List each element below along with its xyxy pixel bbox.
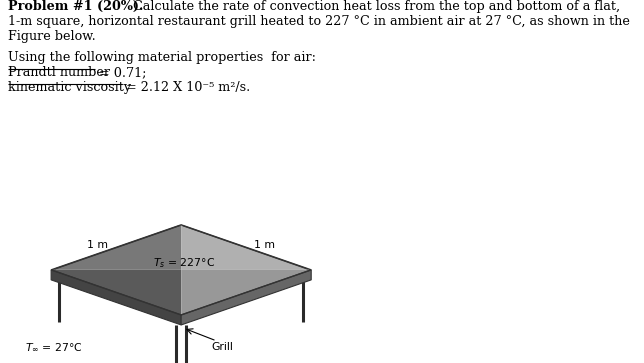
Text: Grill: Grill: [212, 342, 234, 352]
Polygon shape: [181, 270, 311, 325]
Text: Prandtl number: Prandtl number: [8, 66, 111, 79]
Polygon shape: [51, 225, 181, 270]
Text: = 0.71;: = 0.71;: [95, 66, 147, 79]
Text: Calculate the rate of convection heat loss from the top and bottom of a flat,: Calculate the rate of convection heat lo…: [129, 0, 620, 13]
Polygon shape: [51, 270, 181, 325]
Text: $T_\infty$ = 27°C: $T_\infty$ = 27°C: [24, 341, 82, 353]
Text: Figure below.: Figure below.: [8, 30, 96, 43]
Text: Using the following material properties  for air:: Using the following material properties …: [8, 51, 316, 64]
Polygon shape: [181, 225, 311, 270]
Text: $T_s$ = 227°C: $T_s$ = 227°C: [153, 256, 215, 270]
Polygon shape: [181, 270, 311, 315]
Text: kinematic viscosity: kinematic viscosity: [8, 81, 131, 94]
Text: 1 m: 1 m: [254, 240, 275, 250]
Text: 1-m square, horizontal restaurant grill heated to 227 °C in ambient air at 27 °C: 1-m square, horizontal restaurant grill …: [8, 15, 630, 28]
Text: = 2.12 X 10⁻⁵ m²/s.: = 2.12 X 10⁻⁵ m²/s.: [122, 81, 250, 94]
Polygon shape: [51, 270, 181, 315]
Text: Problem #1 (20%).: Problem #1 (20%).: [8, 0, 144, 13]
Text: 1 m: 1 m: [88, 240, 108, 250]
